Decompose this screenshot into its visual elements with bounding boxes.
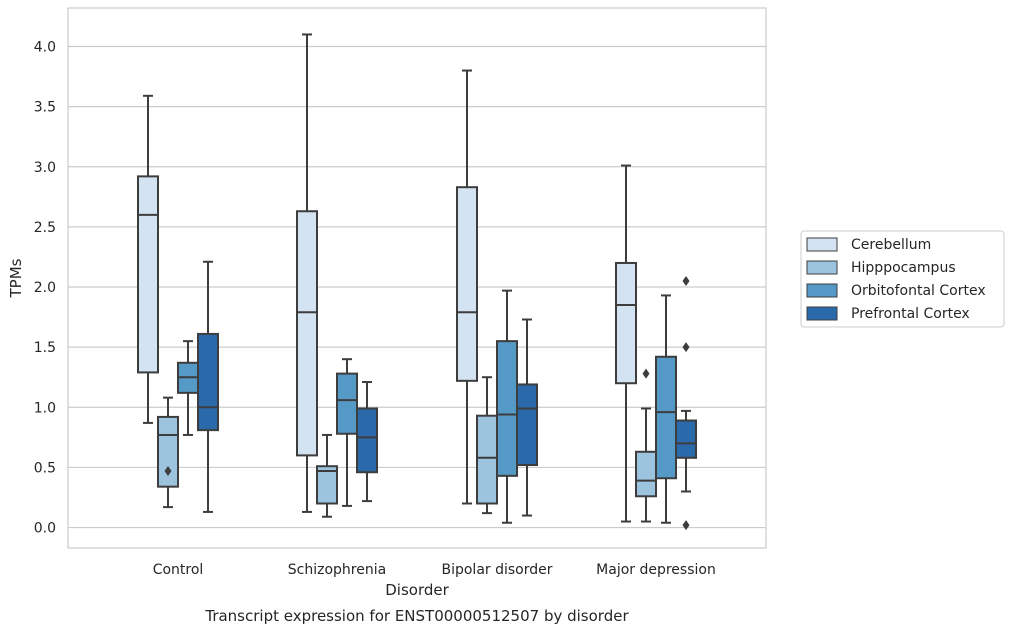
legend-item: Prefrontal Cortex	[806, 306, 970, 322]
x-tick-label: Schizophrenia	[288, 562, 386, 578]
legend-label: Prefrontal Cortex	[851, 306, 970, 322]
outlier-point	[682, 342, 690, 353]
box-plot	[137, 94, 159, 424]
y-axis-ticks: 0.0 0.5 1.0 1.5 2.0 2.5 3.0 3.5 4.0	[34, 39, 56, 536]
legend-swatch	[806, 306, 838, 321]
legend: Cerebellum Hipppocampus Orbitofontal Corte…	[800, 230, 1005, 328]
y-tick-label: 4.0	[34, 39, 56, 55]
y-tick-label: 2.0	[34, 280, 56, 296]
box	[635, 450, 657, 498]
box-plot	[336, 358, 358, 507]
box	[615, 261, 637, 385]
x-tick-label: Control	[153, 562, 204, 578]
y-tick-label: 1.0	[34, 400, 56, 416]
box	[197, 332, 219, 432]
legend-frame	[800, 230, 1005, 328]
box-plot	[157, 396, 179, 509]
x-tick-label: Bipolar disorder	[441, 562, 552, 578]
box	[356, 407, 378, 474]
legend-swatch	[806, 260, 838, 275]
outlier-point	[164, 466, 172, 477]
gridlines	[68, 45, 766, 529]
box	[675, 419, 697, 459]
box-plot	[456, 69, 478, 505]
box-plot	[516, 318, 538, 517]
box-plot	[316, 433, 338, 518]
legend-swatch	[806, 283, 838, 298]
box	[137, 175, 159, 374]
y-tick-label: 1.5	[34, 340, 56, 356]
box-plots	[137, 33, 697, 531]
box	[456, 186, 478, 382]
legend-swatch	[806, 237, 838, 252]
box-plot	[615, 164, 637, 523]
legend-label: Hipppocampus	[851, 260, 956, 276]
chart-title: Transcript expression for ENST0000051250…	[204, 607, 629, 625]
outlier-point	[682, 276, 690, 287]
y-tick-label: 0.0	[34, 521, 56, 537]
box-plot	[675, 276, 697, 531]
box	[496, 340, 518, 477]
y-tick-label: 3.0	[34, 160, 56, 176]
legend-item: Hipppocampus	[806, 260, 956, 276]
box-plot	[356, 381, 378, 503]
box	[516, 383, 538, 467]
y-tick-label: 2.5	[34, 220, 56, 236]
legend-label: Cerebellum	[851, 237, 931, 253]
outlier-point	[642, 368, 650, 379]
box-plot	[655, 294, 677, 524]
box	[336, 372, 358, 435]
box-plot	[197, 260, 219, 513]
box	[157, 415, 179, 488]
legend-item: Cerebellum	[806, 237, 931, 253]
y-tick-label: 0.5	[34, 460, 56, 476]
legend-label: Orbitofontal Cortex	[851, 283, 986, 299]
outlier-point	[682, 520, 690, 531]
box	[476, 414, 498, 505]
box-plot	[296, 33, 318, 513]
box	[655, 355, 677, 480]
x-tick-label: Major depression	[596, 562, 716, 578]
y-tick-label: 3.5	[34, 100, 56, 116]
x-axis-label: Disorder	[385, 581, 449, 599]
y-axis-label: TPMs	[7, 258, 25, 298]
box	[296, 210, 318, 457]
box-plot	[177, 340, 199, 436]
box	[316, 465, 338, 505]
x-axis-ticks: Control Schizophrenia Bipolar disorder Majo…	[153, 562, 716, 578]
legend-item: Orbitofontal Cortex	[806, 283, 986, 299]
